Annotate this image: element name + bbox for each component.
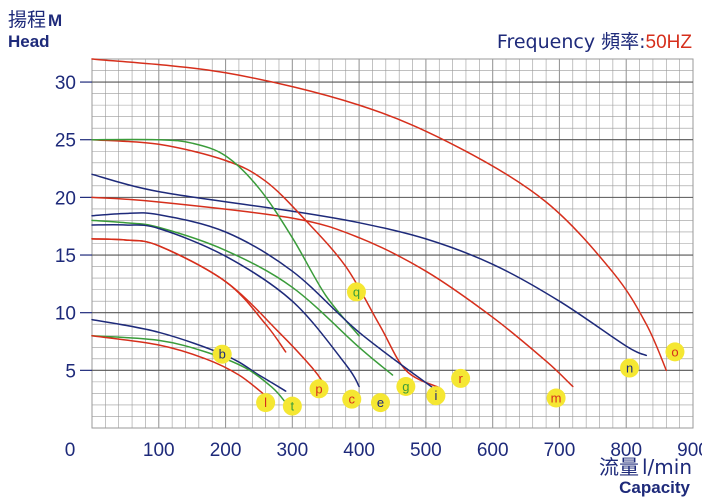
- badge-circle: [309, 379, 329, 399]
- badge-circle: [665, 342, 685, 362]
- badge-circle: [282, 396, 302, 416]
- x-tick-label: 900: [677, 440, 702, 461]
- x-tick-label: 0: [65, 440, 76, 461]
- badge-c: c: [342, 389, 362, 409]
- curve-n: [91, 173, 648, 357]
- badge-circle: [546, 388, 566, 408]
- curve-l: [91, 335, 267, 397]
- badge-circle: [426, 386, 446, 406]
- curves: [91, 58, 668, 404]
- badge-n: n: [620, 358, 640, 378]
- y-tick-label: 25: [55, 131, 76, 152]
- y-tick-label: 30: [55, 73, 76, 94]
- frequency-label: Frequency 頻率:50HZ: [497, 31, 692, 53]
- badge-circle: [370, 393, 390, 413]
- badge-circle: [342, 389, 362, 409]
- curve-b: [91, 318, 287, 392]
- curve-i: [91, 212, 434, 389]
- badge-m: m: [546, 388, 566, 408]
- x-tick-label: 600: [477, 440, 509, 461]
- badge-circle: [620, 358, 640, 378]
- badge-circle: [346, 282, 366, 302]
- curve-p: [91, 238, 287, 353]
- badge-letter: e: [377, 395, 384, 410]
- y-tick-label: 10: [55, 304, 76, 325]
- tick-labels: 510152025300100200300400500600700800900: [55, 73, 702, 461]
- badge-letter: q: [353, 284, 360, 299]
- badge-o: o: [665, 342, 685, 362]
- badge-letter: o: [671, 344, 678, 359]
- y-axis-label-en: Head: [8, 32, 50, 51]
- badge-l: l: [256, 393, 276, 413]
- badge-circle: [396, 376, 416, 396]
- curve-g: [91, 219, 394, 376]
- badge-letter: n: [626, 361, 633, 376]
- badge-letter: l: [264, 395, 267, 410]
- badge-p: p: [309, 379, 329, 399]
- y-axis-label-cn: 揚程 M: [8, 9, 62, 31]
- grid: [80, 58, 694, 429]
- badge-letter: i: [434, 388, 437, 403]
- x-axis-label-en: Capacity: [619, 478, 690, 497]
- badge-b: b: [212, 344, 232, 364]
- badge-r: r: [451, 368, 471, 388]
- badge-letter: g: [402, 379, 409, 394]
- curve-t: [91, 335, 287, 404]
- x-tick-label: 500: [410, 440, 442, 461]
- curve-r: [91, 138, 440, 389]
- badge-i: i: [426, 386, 446, 406]
- badge-circle: [256, 393, 276, 413]
- badge-e: e: [370, 393, 390, 413]
- badge-circle: [451, 368, 471, 388]
- y-tick-label: 20: [55, 188, 76, 209]
- badge-letter: p: [315, 381, 322, 396]
- curve-m: [91, 196, 574, 388]
- curve-o: [91, 58, 668, 372]
- badge-letter: t: [291, 399, 295, 414]
- y-tick-label: 15: [55, 246, 76, 267]
- badge-g: g: [396, 376, 416, 396]
- badge-q: q: [346, 282, 366, 302]
- x-tick-label: 100: [143, 440, 175, 461]
- badge-letter: b: [219, 347, 226, 362]
- curve-badges: o n m r q i g e c p b t l: [212, 282, 685, 416]
- badge-letter: r: [458, 371, 463, 386]
- y-tick-label: 5: [65, 361, 76, 382]
- badge-circle: [212, 344, 232, 364]
- badge-letter: m: [551, 391, 562, 406]
- curve-e: [91, 224, 360, 388]
- x-axis-label-cn: 流量 l/min: [599, 455, 692, 479]
- x-tick-label: 200: [210, 440, 242, 461]
- badge-letter: c: [349, 392, 356, 407]
- x-tick-label: 700: [544, 440, 576, 461]
- badge-t: t: [282, 396, 302, 416]
- x-tick-label: 800: [610, 440, 642, 461]
- x-tick-label: 400: [343, 440, 375, 461]
- x-tick-label: 300: [276, 440, 308, 461]
- curve-q: [91, 138, 360, 337]
